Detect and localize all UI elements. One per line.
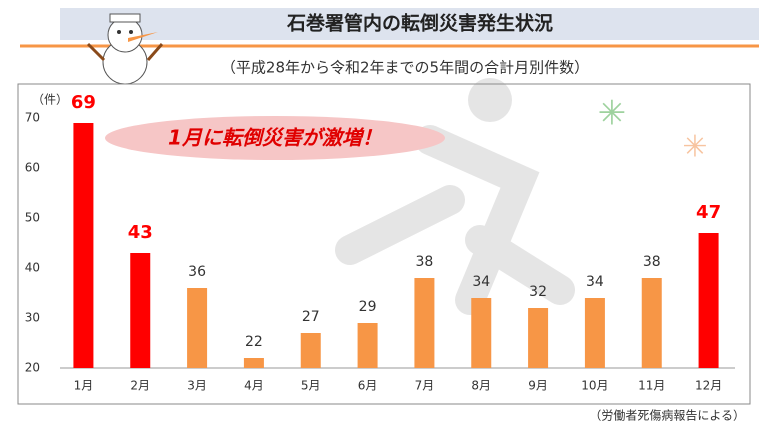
y-tick-label: 20 — [25, 361, 40, 375]
bar — [699, 233, 719, 368]
x-tick-label: 1月 — [74, 379, 94, 393]
bar — [244, 358, 264, 368]
bar — [642, 278, 662, 368]
source-note: （労働者死傷病報告による） — [589, 408, 745, 423]
x-tick-label: 7月 — [415, 379, 435, 393]
x-tick-label: 3月 — [187, 379, 207, 393]
x-tick-label: 10月 — [581, 379, 608, 393]
y-unit: （件） — [32, 93, 68, 107]
value-label: 38 — [416, 254, 434, 270]
chart: 石巻署管内の転倒災害発生状況 （平成28年から令和2年までの5年間の合計月別件数… — [0, 0, 759, 427]
x-tick-label: 2月 — [130, 379, 150, 393]
bar — [471, 298, 491, 368]
bar — [414, 278, 434, 368]
value-label: 36 — [188, 264, 206, 280]
bar — [301, 333, 321, 368]
bar — [130, 253, 150, 368]
value-label: 27 — [302, 309, 320, 325]
x-tick-label: 4月 — [244, 379, 264, 393]
decor — [350, 78, 560, 300]
value-label: 43 — [128, 222, 153, 243]
value-label: 47 — [696, 202, 721, 223]
x-tick-label: 5月 — [301, 379, 321, 393]
value-label: 22 — [245, 334, 263, 350]
bar — [358, 323, 378, 368]
y-tick-label: 50 — [25, 211, 40, 225]
value-label: 34 — [472, 274, 490, 290]
y-tick-label: 70 — [25, 111, 40, 125]
snowflake: ✳ — [682, 130, 707, 165]
chart-title: 石巻署管内の転倒災害発生状況 — [286, 12, 553, 35]
y-tick-label: 30 — [25, 311, 40, 325]
y-tick-label: 60 — [25, 161, 40, 175]
annotation: 1月に転倒災害が激増！ — [168, 126, 382, 150]
value-label: 29 — [359, 299, 377, 315]
value-label: 38 — [643, 254, 661, 270]
x-tick-label: 6月 — [358, 379, 378, 393]
x-tick-label: 11月 — [638, 379, 665, 393]
value-label: 32 — [529, 284, 547, 300]
x-tick-label: 9月 — [528, 379, 548, 393]
chart-subtitle: （平成28年から令和2年までの5年間の合計月別件数） — [221, 59, 589, 77]
bar — [585, 298, 605, 368]
x-tick-label: 12月 — [695, 379, 722, 393]
bar — [528, 308, 548, 368]
snowflake: ✳ — [598, 94, 627, 134]
value-label: 69 — [71, 92, 96, 113]
y-tick-label: 40 — [25, 261, 40, 275]
bar — [73, 123, 93, 368]
value-label: 34 — [586, 274, 604, 290]
x-tick-label: 8月 — [471, 379, 491, 393]
bar — [187, 288, 207, 368]
